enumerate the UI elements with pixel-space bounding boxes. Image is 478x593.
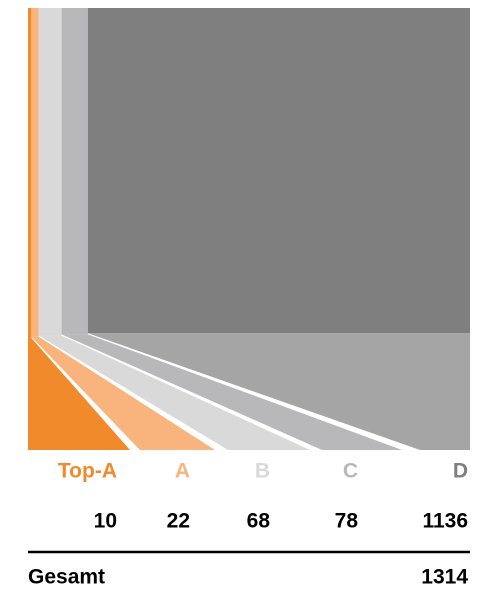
total-label: Gesamt xyxy=(28,566,105,589)
category-label: A xyxy=(175,460,190,483)
value-label: 22 xyxy=(167,510,190,533)
value-label: 10 xyxy=(94,510,117,533)
strip xyxy=(88,8,470,333)
value-label: 78 xyxy=(335,510,359,533)
strip xyxy=(31,8,38,337)
category-label: B xyxy=(255,460,270,483)
strip xyxy=(39,8,62,336)
strip xyxy=(28,8,31,338)
total-value: 1314 xyxy=(421,566,468,589)
chart: Gesamt 1314 Top-A 10 A 22 B 68 C 78 D 1136 xyxy=(0,0,478,593)
value-label: 1136 xyxy=(422,510,468,533)
strip xyxy=(62,8,88,334)
category-label: C xyxy=(343,460,358,483)
value-label: 68 xyxy=(247,510,271,533)
category-label: D xyxy=(453,460,468,483)
category-label: Top-A xyxy=(58,460,117,483)
